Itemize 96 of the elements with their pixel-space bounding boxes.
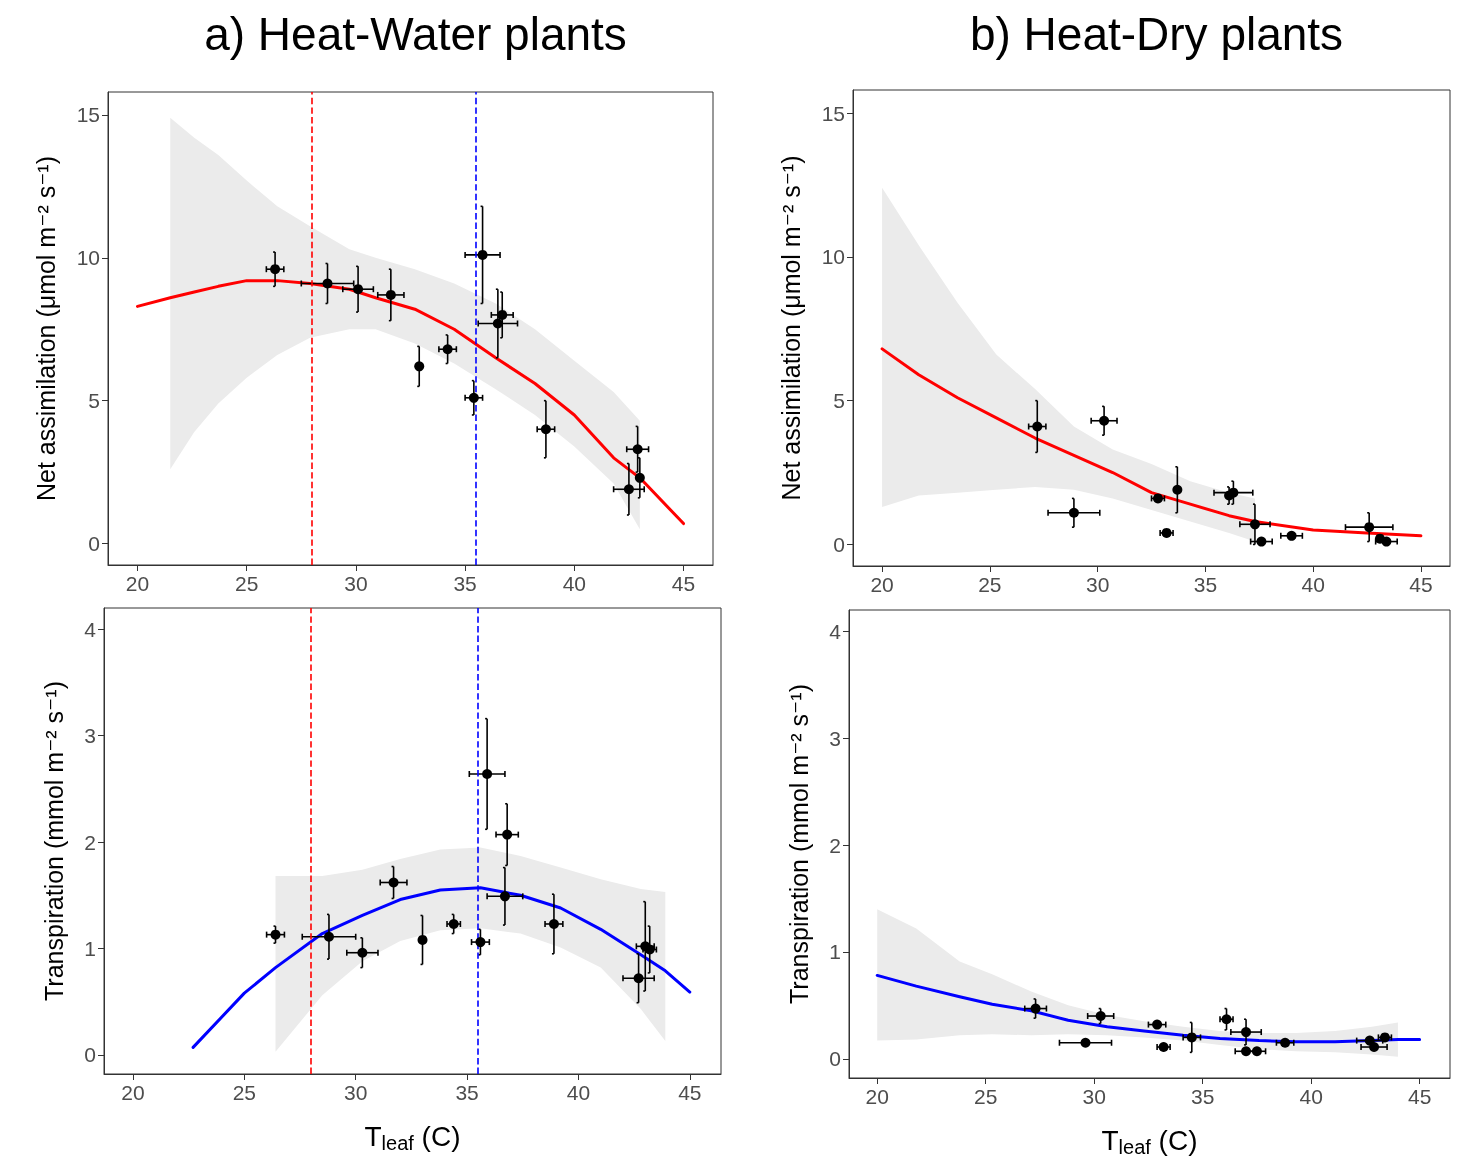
y-tick-label: 10 — [821, 245, 845, 269]
x-tick-label: 45 — [1407, 1085, 1432, 1108]
x-tick-label: 40 — [562, 572, 586, 595]
y-tick-label: 0 — [829, 1047, 841, 1071]
x-tick-label: 25 — [232, 1081, 257, 1104]
point — [1080, 1037, 1091, 1048]
x-tick-label: 30 — [1085, 573, 1110, 596]
y-axis-title: Transpiration (mmol m⁻² s⁻¹) — [784, 684, 813, 1004]
x-tick-label: 45 — [671, 572, 696, 595]
point — [270, 929, 281, 940]
y-tick-label: 3 — [84, 724, 96, 748]
point — [540, 424, 551, 435]
point — [477, 249, 488, 260]
point — [270, 264, 281, 275]
y-axis-title: Net assimilation (μmol m⁻² s⁻¹) — [776, 155, 805, 501]
x-tick-label: 30 — [344, 572, 368, 595]
y-tick-label: 2 — [829, 833, 841, 857]
point — [1251, 1046, 1262, 1057]
point — [499, 891, 510, 902]
point — [1172, 484, 1183, 495]
x-tick-label: 45 — [1409, 573, 1433, 596]
point — [1249, 519, 1260, 530]
x-tick-label: 20 — [870, 573, 894, 596]
point — [1068, 507, 1079, 518]
point — [1241, 1027, 1252, 1038]
y-tick-label: 10 — [76, 246, 100, 270]
y-axis-title: Net assimilation (μmol m⁻² s⁻¹) — [31, 156, 60, 501]
y-tick-label: 1 — [829, 940, 841, 964]
x-tick-label: 35 — [1193, 573, 1218, 596]
point — [1032, 421, 1043, 432]
x-tick-label: 40 — [1301, 573, 1325, 596]
x-tick-label: 20 — [121, 1081, 145, 1104]
chart-title: a) Heat-Water plants — [204, 8, 627, 60]
point — [353, 284, 364, 295]
point — [1152, 1019, 1163, 1030]
y-tick-label: 5 — [833, 389, 845, 413]
point — [468, 392, 479, 403]
point — [633, 973, 644, 984]
x-tick-label: 30 — [1082, 1085, 1106, 1108]
y-tick-label: 0 — [84, 1043, 96, 1067]
point — [414, 361, 425, 372]
y-tick-label: 0 — [833, 532, 845, 556]
point — [357, 947, 368, 958]
x-tick-label: 20 — [125, 572, 150, 595]
y-tick-label: 5 — [88, 389, 100, 413]
x-tick-label: 40 — [566, 1081, 591, 1104]
point — [1186, 1032, 1197, 1043]
point — [385, 289, 396, 300]
point — [482, 768, 493, 779]
x-tick-label: 35 — [453, 572, 477, 595]
point — [1364, 522, 1375, 533]
point — [1152, 493, 1163, 504]
point — [1241, 1046, 1252, 1057]
x-tick-label: 35 — [455, 1081, 479, 1104]
point — [492, 318, 503, 329]
x-tick-label: 30 — [344, 1081, 368, 1104]
point — [475, 937, 486, 948]
y-tick-label: 0 — [88, 532, 100, 556]
y-tick-label: 15 — [76, 103, 100, 127]
point — [1286, 530, 1297, 541]
point — [417, 934, 428, 945]
point — [502, 829, 513, 840]
point — [1256, 536, 1267, 547]
point — [1381, 536, 1392, 547]
point — [1228, 487, 1239, 498]
point — [548, 918, 559, 929]
point — [323, 931, 334, 942]
point — [388, 877, 399, 888]
point — [448, 918, 459, 929]
y-tick-label: 1 — [84, 936, 96, 960]
chart-title: b) Heat-Dry plants — [969, 8, 1344, 60]
point — [634, 472, 645, 483]
point — [322, 278, 333, 289]
y-tick-label: 4 — [84, 617, 97, 641]
x-tick-label: 25 — [974, 1085, 998, 1108]
x-tick-label: 35 — [1190, 1085, 1215, 1108]
x-tick-label: 20 — [865, 1085, 889, 1108]
y-axis-title: Transpiration (mmol m⁻² s⁻¹) — [39, 681, 68, 1001]
y-tick-label: 15 — [821, 101, 845, 125]
point — [1099, 415, 1110, 426]
point — [1030, 1003, 1041, 1014]
x-tick-label: 25 — [978, 573, 1002, 596]
line-series — [880, 347, 1423, 538]
x-tick-label: 40 — [1299, 1085, 1323, 1108]
point — [623, 484, 634, 495]
point — [1095, 1011, 1106, 1022]
point — [632, 444, 643, 455]
y-tick-label: 4 — [829, 619, 842, 643]
x-tick-label: 25 — [235, 572, 259, 595]
y-tick-label: 3 — [829, 726, 841, 750]
point — [497, 309, 508, 320]
y-tick-label: 2 — [84, 830, 96, 854]
point — [1369, 1042, 1380, 1053]
point — [442, 344, 453, 355]
point — [1280, 1037, 1291, 1048]
x-tick-label: 45 — [678, 1081, 702, 1104]
